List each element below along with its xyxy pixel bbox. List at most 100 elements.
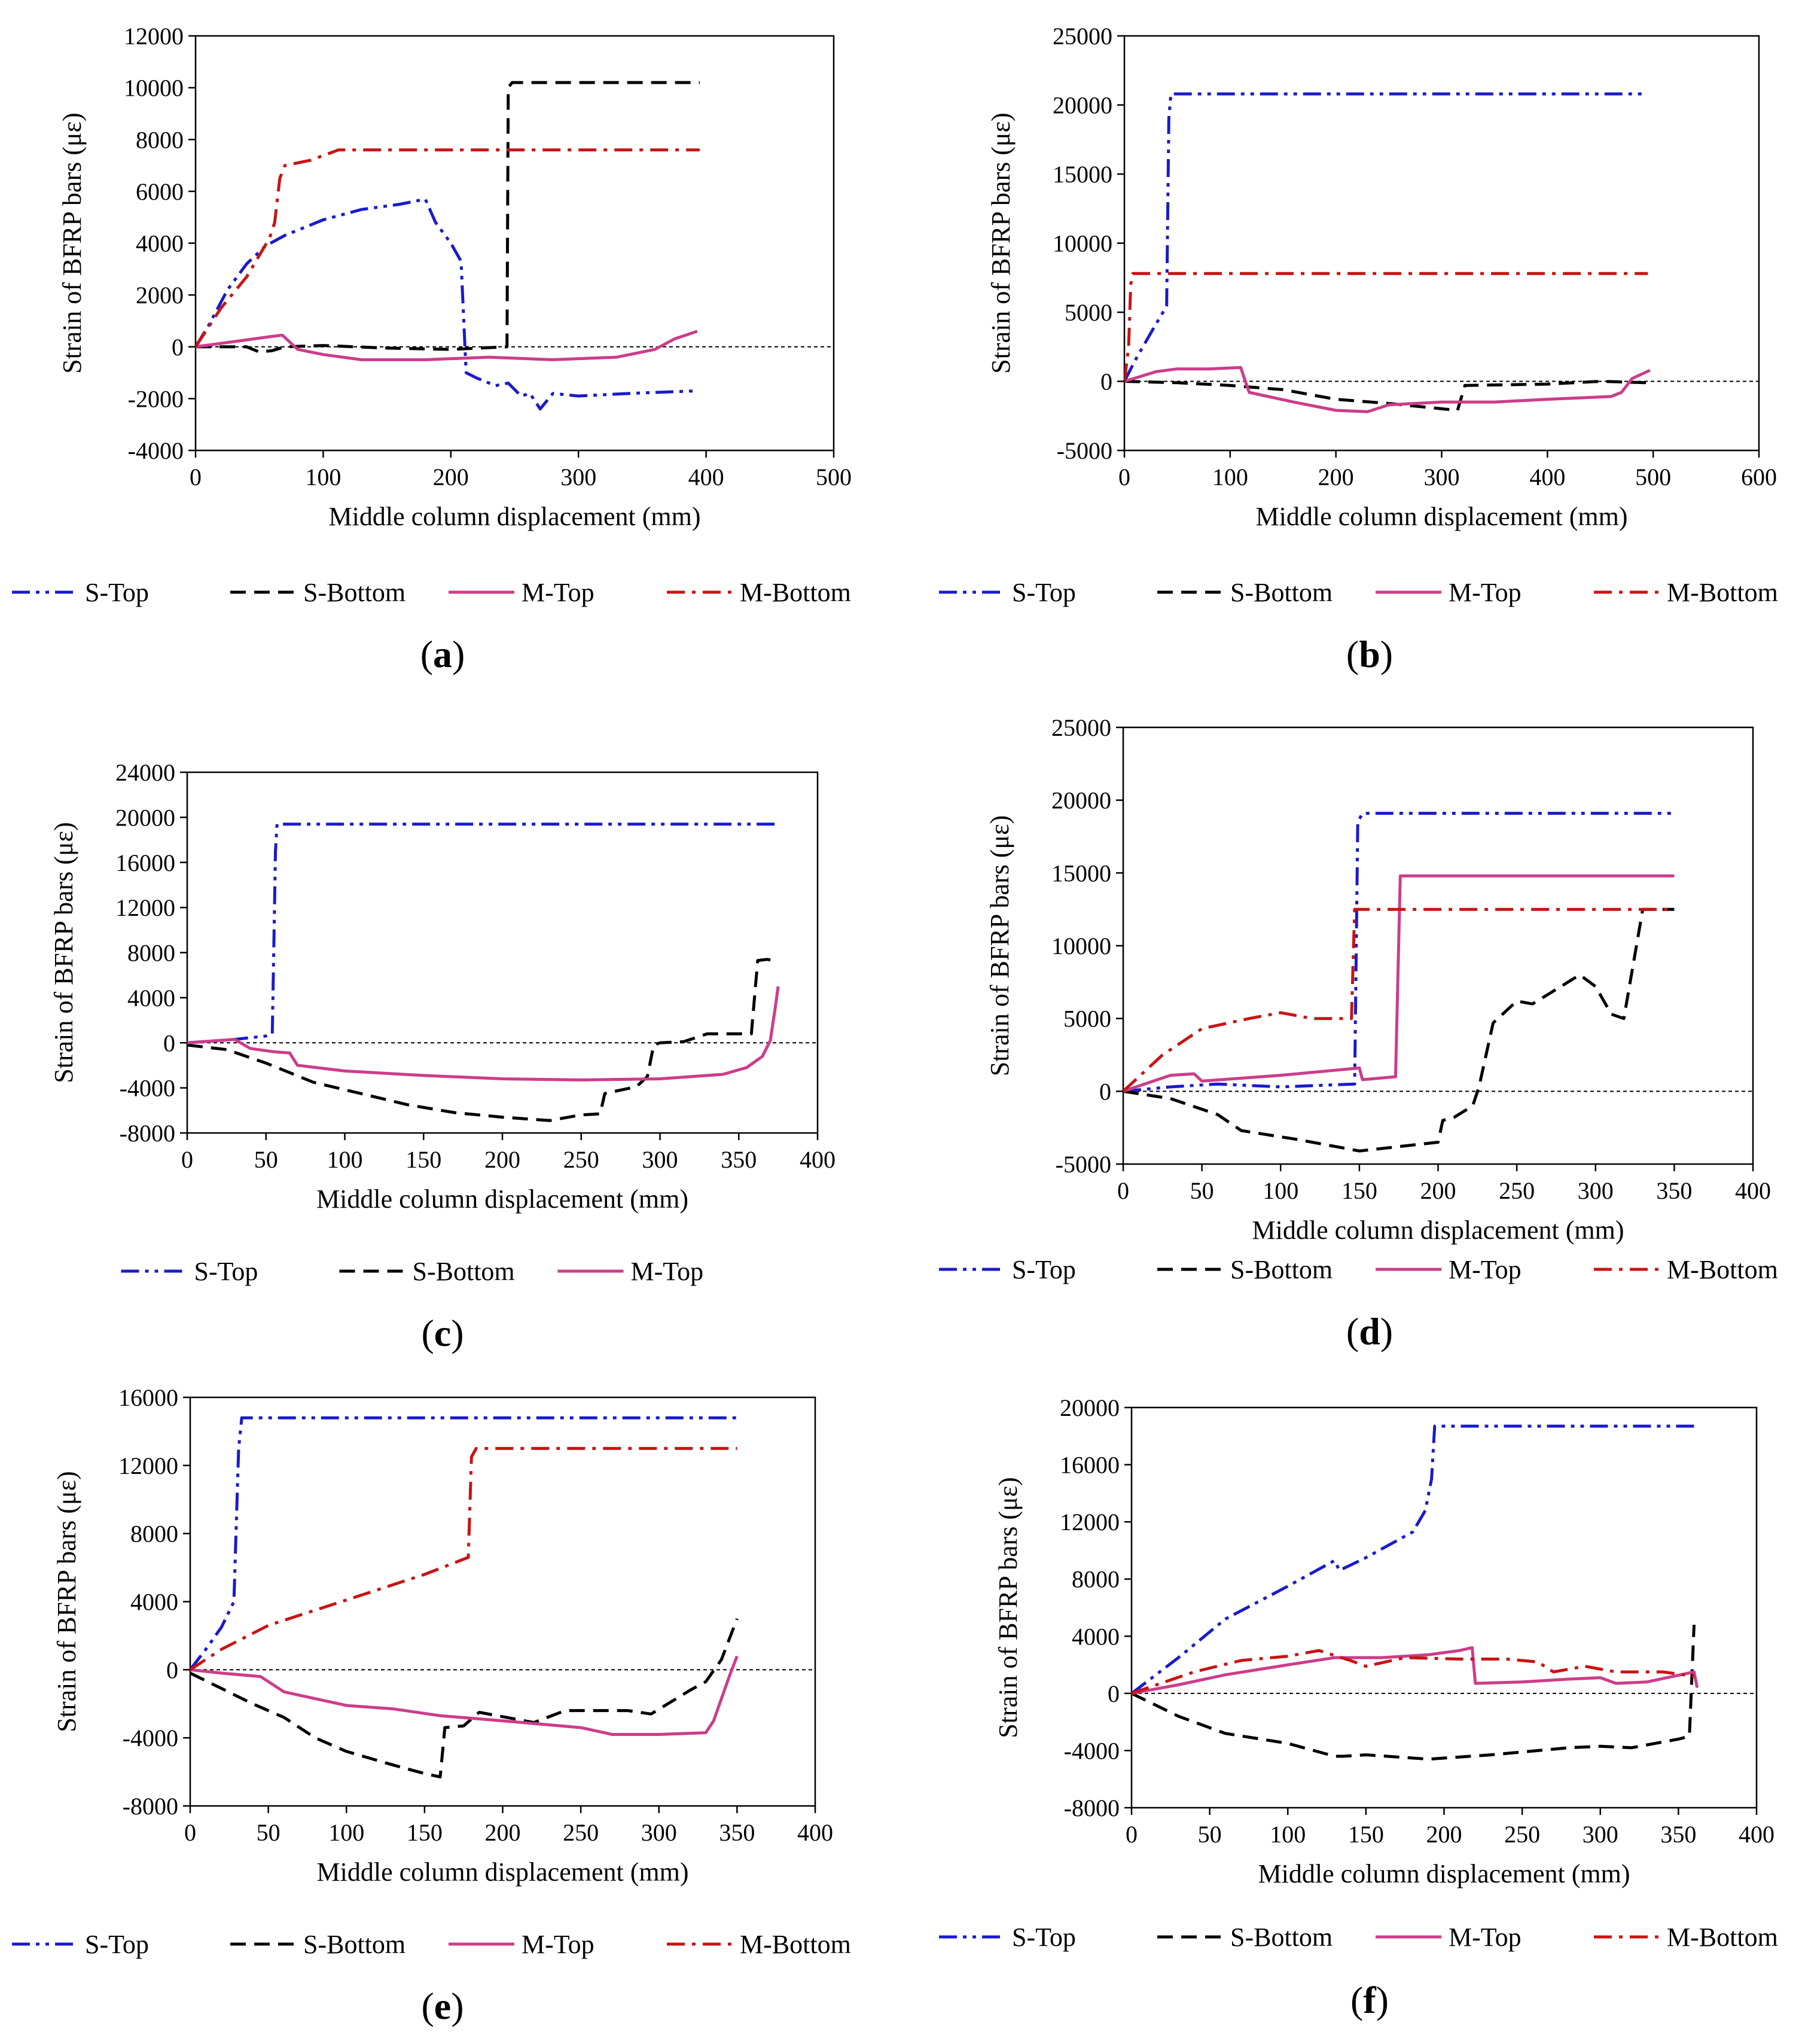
y-tick-label: 0 xyxy=(163,1029,175,1056)
y-tick-label: 0 xyxy=(172,334,184,361)
legend-item-s-bottom: S-Bottom xyxy=(1157,1923,1333,1952)
x-tick-label: 0 xyxy=(1126,1821,1138,1848)
x-tick-label: 250 xyxy=(1499,1177,1535,1204)
legend-item-m-bottom: M-Bottom xyxy=(1594,1923,1778,1952)
legend-label: S-Bottom xyxy=(1230,1255,1333,1284)
y-tick-label: 20000 xyxy=(1053,92,1112,119)
y-tick-label: 12000 xyxy=(1060,1509,1120,1536)
y-tick-label: 0 xyxy=(1099,1078,1111,1105)
x-tick-label: 400 xyxy=(800,1146,836,1173)
legend-label: M-Top xyxy=(522,578,594,607)
y-tick-label: 6000 xyxy=(136,178,184,205)
series-line-m-bottom xyxy=(196,148,700,348)
y-tick-label: 10000 xyxy=(1051,933,1111,959)
x-tick-label: 0 xyxy=(190,464,202,491)
x-tick-label: 300 xyxy=(560,464,596,491)
legend-label: S-Bottom xyxy=(303,1930,405,1959)
x-tick-label: 300 xyxy=(641,1819,677,1846)
panel-label: (b) xyxy=(1346,633,1393,675)
x-tick-label: 100 xyxy=(1212,464,1248,491)
y-tick-label: 24000 xyxy=(115,759,175,786)
legend-item-s-bottom: S-Bottom xyxy=(339,1257,515,1286)
series-line-m-top xyxy=(1132,1646,1699,1695)
series-line-m-top xyxy=(190,1655,739,1736)
y-axis-title: Strain of BFRP bars (με) xyxy=(986,112,1016,373)
y-tick-label: -8000 xyxy=(123,1793,178,1820)
x-tick-label: 50 xyxy=(1198,1821,1222,1848)
legend-item-s-bottom: S-Bottom xyxy=(1157,578,1333,607)
chart-panel-b: 0 100 200 300 400 500 600-50000500010000150002… xyxy=(939,23,1778,675)
x-tick-label: 0 xyxy=(1117,1177,1129,1204)
legend-item-m-top: M-Top xyxy=(1376,1255,1522,1284)
y-tick-label: 0 xyxy=(1100,368,1112,395)
x-tick-label: 200 xyxy=(484,1146,520,1173)
legend-item-s-top: S-Top xyxy=(12,1930,149,1959)
x-tick-label: 100 xyxy=(305,464,341,491)
panel-label: (f) xyxy=(1350,1979,1389,2021)
y-tick-label: 16000 xyxy=(115,849,175,876)
y-tick-label: 15000 xyxy=(1051,860,1111,887)
legend-label: M-Top xyxy=(1449,1255,1522,1284)
y-axis-title: Strain of BFRP bars (με) xyxy=(993,1477,1023,1738)
x-axis-title: Middle column displacement (mm) xyxy=(1252,1216,1624,1245)
x-tick-label: 200 xyxy=(1426,1821,1462,1848)
series-line-s-top xyxy=(1123,812,1675,1093)
legend-label: M-Bottom xyxy=(740,1930,851,1959)
x-tick-label: 150 xyxy=(405,1146,441,1173)
y-tick-label: 12000 xyxy=(118,1452,178,1479)
y-axis-title: Strain of BFRP bars (με) xyxy=(985,815,1014,1076)
legend-item-s-top: S-Top xyxy=(12,578,149,607)
y-tick-label: 16000 xyxy=(1060,1452,1120,1479)
y-tick-label: -5000 xyxy=(1056,1151,1111,1178)
series-line-s-bottom xyxy=(1132,1625,1696,1761)
chart-panel-c: 0 50 100 150 200 250 300 350 400 -8000 -4000 0 4000 8… xyxy=(49,759,836,1354)
legend-label: S-Top xyxy=(1012,1923,1076,1952)
x-axis-title: Middle column displacement (mm) xyxy=(329,502,701,531)
x-tick-label: 400 xyxy=(797,1819,833,1846)
x-tick-label: 0 xyxy=(184,1819,196,1846)
legend-label: S-Bottom xyxy=(303,578,405,607)
legend-item-s-top: S-Top xyxy=(121,1257,258,1286)
x-tick-label: 150 xyxy=(1348,1821,1384,1848)
legend-label: M-Bottom xyxy=(1667,1923,1778,1952)
panel-label: (c) xyxy=(421,1312,464,1354)
y-tick-label: 0 xyxy=(166,1656,178,1683)
x-tick-label: 400 xyxy=(1529,464,1565,491)
y-tick-label: -8000 xyxy=(1064,1795,1120,1821)
y-tick-label: 8000 xyxy=(136,126,184,153)
series-line-m-bottom xyxy=(190,1446,737,1671)
y-tick-label: 20000 xyxy=(1051,787,1111,814)
series-line-s-bottom xyxy=(187,958,774,1122)
legend-label: S-Top xyxy=(85,578,149,607)
y-tick-label: -4000 xyxy=(1064,1737,1120,1764)
y-tick-label: 0 xyxy=(1108,1680,1120,1707)
legend-item-m-top: M-Top xyxy=(1376,1923,1522,1952)
series-line-m-top xyxy=(1124,365,1651,413)
x-tick-label: 50 xyxy=(254,1146,278,1173)
x-tick-label: 350 xyxy=(721,1146,757,1173)
y-tick-label: 4000 xyxy=(130,1589,178,1616)
legend-item-m-bottom: M-Bottom xyxy=(1594,578,1778,607)
plot-frame xyxy=(1122,726,1754,1165)
y-tick-label: 25000 xyxy=(1053,23,1112,50)
y-axis-title: Strain of BFRP bars (με) xyxy=(57,112,87,373)
legend-label: M-Top xyxy=(631,1257,704,1286)
plot-frame xyxy=(1123,35,1760,452)
y-tick-label: 4000 xyxy=(127,985,175,1012)
panel-label: (e) xyxy=(421,1985,464,2027)
legend-label: M-Bottom xyxy=(740,578,851,607)
series-line-s-top xyxy=(190,1416,737,1671)
x-tick-label: 100 xyxy=(328,1819,364,1846)
chart-panel-e: 0 50 100 150 200 250 300 350 400 -8000 -4000 0 4000 8… xyxy=(12,1384,851,2027)
legend-label: S-Bottom xyxy=(413,1257,515,1286)
plot-frame xyxy=(1130,1406,1758,1809)
panel-label: (d) xyxy=(1346,1310,1393,1352)
y-tick-label: 20000 xyxy=(115,804,175,831)
series-line-s-top xyxy=(196,197,697,411)
y-tick-label: 12000 xyxy=(124,23,184,50)
x-axis-title: Middle column displacement (mm) xyxy=(317,1857,689,1887)
legend-item-s-bottom: S-Bottom xyxy=(230,578,405,607)
x-tick-label: 300 xyxy=(1583,1821,1618,1848)
y-tick-label: 20000 xyxy=(1060,1394,1120,1421)
